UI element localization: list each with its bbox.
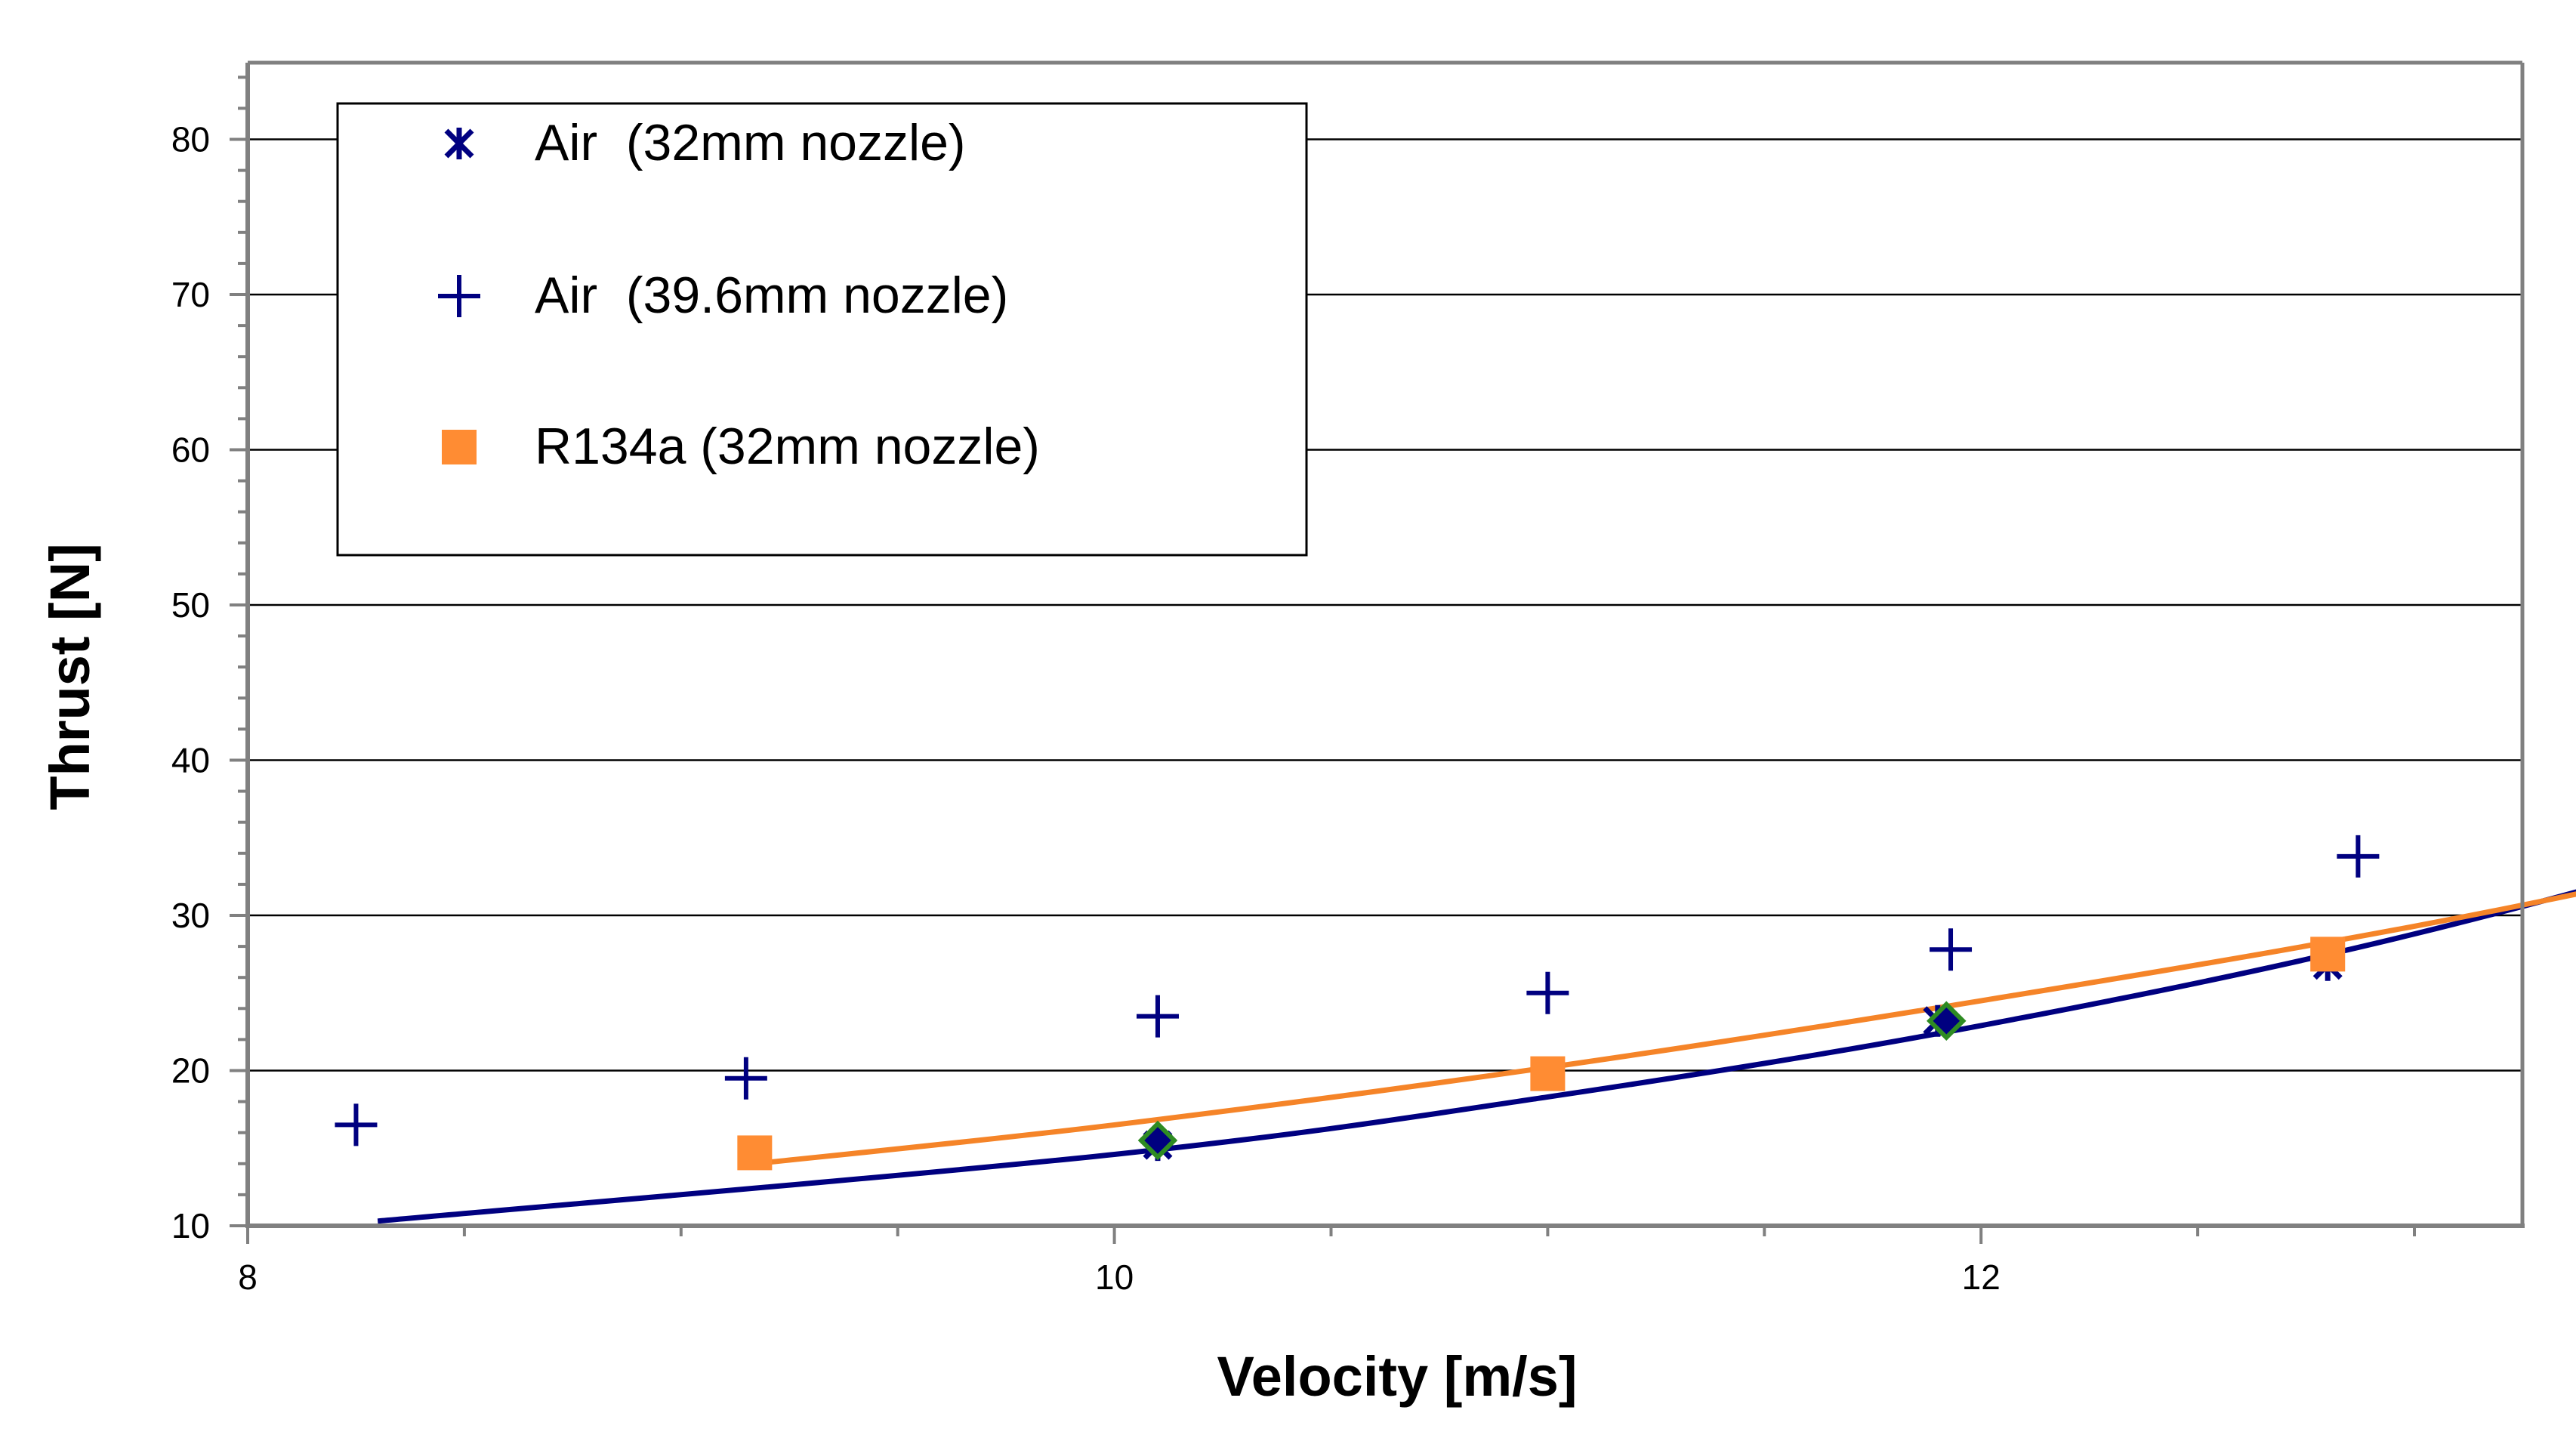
data-point-diamond <box>1927 1001 1967 1041</box>
data-point-plus <box>724 1057 767 1100</box>
legend-symbol-asterisk <box>444 128 474 159</box>
data-point-diamond <box>1137 1120 1178 1161</box>
legend-symbols <box>438 128 480 464</box>
y-tick-label: 10 <box>171 1206 210 1245</box>
data-points <box>335 835 2380 1171</box>
data-point-square <box>1530 1056 1566 1091</box>
data-point-plus <box>1526 971 1569 1014</box>
legend-label-air-32mm: Air (32mm nozzle) <box>535 114 966 171</box>
legend-symbol-plus <box>438 275 480 317</box>
legend-box <box>336 102 1308 557</box>
y-tick-label: 40 <box>171 741 210 780</box>
x-tick-label: 8 <box>238 1257 258 1297</box>
r134a-fit-line <box>754 891 2576 1167</box>
air-fit-line <box>377 889 2576 1224</box>
y-tick-label: 20 <box>171 1051 210 1091</box>
x-axis-title: Velocity [m/s] <box>1217 1345 1577 1408</box>
legend-label-air-39-6mm: Air (39.6mm nozzle) <box>535 267 1008 324</box>
data-point-plus <box>335 1103 378 1146</box>
data-point-square <box>2310 937 2346 972</box>
data-point-square <box>737 1135 773 1171</box>
legend: Air (32mm nozzle) Air (39.6mm nozzle) R1… <box>336 102 1308 557</box>
legend-label-r134a-32mm: R134a (32mm nozzle) <box>535 418 1040 475</box>
y-tick-label: 30 <box>171 896 210 935</box>
data-point-plus <box>1136 995 1179 1038</box>
y-tick-label: 70 <box>171 275 210 314</box>
y-tick-label: 80 <box>171 120 210 159</box>
y-tick-label: 50 <box>171 585 210 625</box>
data-point-plus <box>1930 928 1973 971</box>
data-point-plus <box>2337 835 2380 878</box>
y-axis-title: Thrust [N] <box>39 543 101 810</box>
trend-lines <box>377 889 2576 1224</box>
legend-symbol-square <box>442 430 477 464</box>
axes: 102030405060708081012141618 <box>171 60 2525 1297</box>
y-tick-label: 60 <box>171 430 210 470</box>
x-tick-label: 10 <box>1095 1257 1134 1297</box>
x-tick-label: 12 <box>1962 1257 2001 1297</box>
